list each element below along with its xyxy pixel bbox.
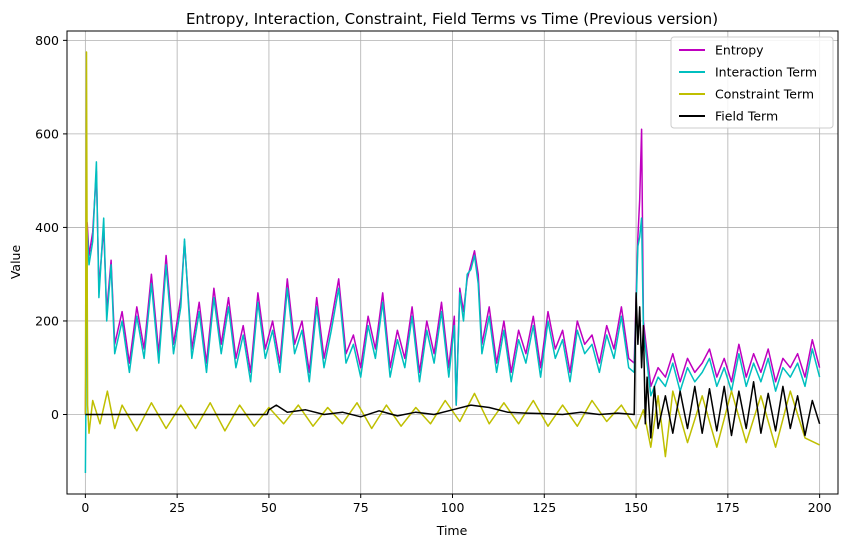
legend-label-entropy: Entropy (715, 43, 764, 58)
x-tick-label: 50 (261, 500, 277, 515)
axis-ticks: 0 25 50 75 100 125 150 175 200 0 200 400 600 800 (35, 33, 831, 515)
chart-title: Entropy, Interaction, Constraint, Field … (186, 10, 718, 28)
x-tick-label: 150 (624, 500, 648, 515)
y-tick-label: 800 (35, 33, 59, 48)
x-tick-label: 75 (353, 500, 369, 515)
series-lines (84, 51, 821, 474)
legend-label-interaction-term: Interaction Term (715, 65, 817, 80)
x-tick-label: 175 (716, 500, 740, 515)
x-tick-label: 25 (169, 500, 185, 515)
y-tick-label: 200 (35, 313, 59, 328)
legend-label-field-term: Field Term (715, 109, 778, 124)
y-tick-label: 600 (35, 126, 59, 141)
x-axis-label: Time (436, 523, 468, 538)
series-line-field-term (85, 292, 821, 439)
y-tick-label: 400 (35, 220, 59, 235)
y-axis-label: Value (8, 245, 23, 280)
x-tick-label: 100 (441, 500, 465, 515)
legend-box (670, 36, 834, 129)
x-tick-label: 0 (81, 500, 89, 515)
legend: Entropy Interaction Term Constraint Term Fi… (670, 36, 834, 129)
x-tick-label: 200 (808, 500, 832, 515)
legend-label-constraint-term: Constraint Term (715, 87, 814, 102)
x-tick-label: 125 (532, 500, 556, 515)
y-tick-label: 0 (51, 407, 59, 422)
